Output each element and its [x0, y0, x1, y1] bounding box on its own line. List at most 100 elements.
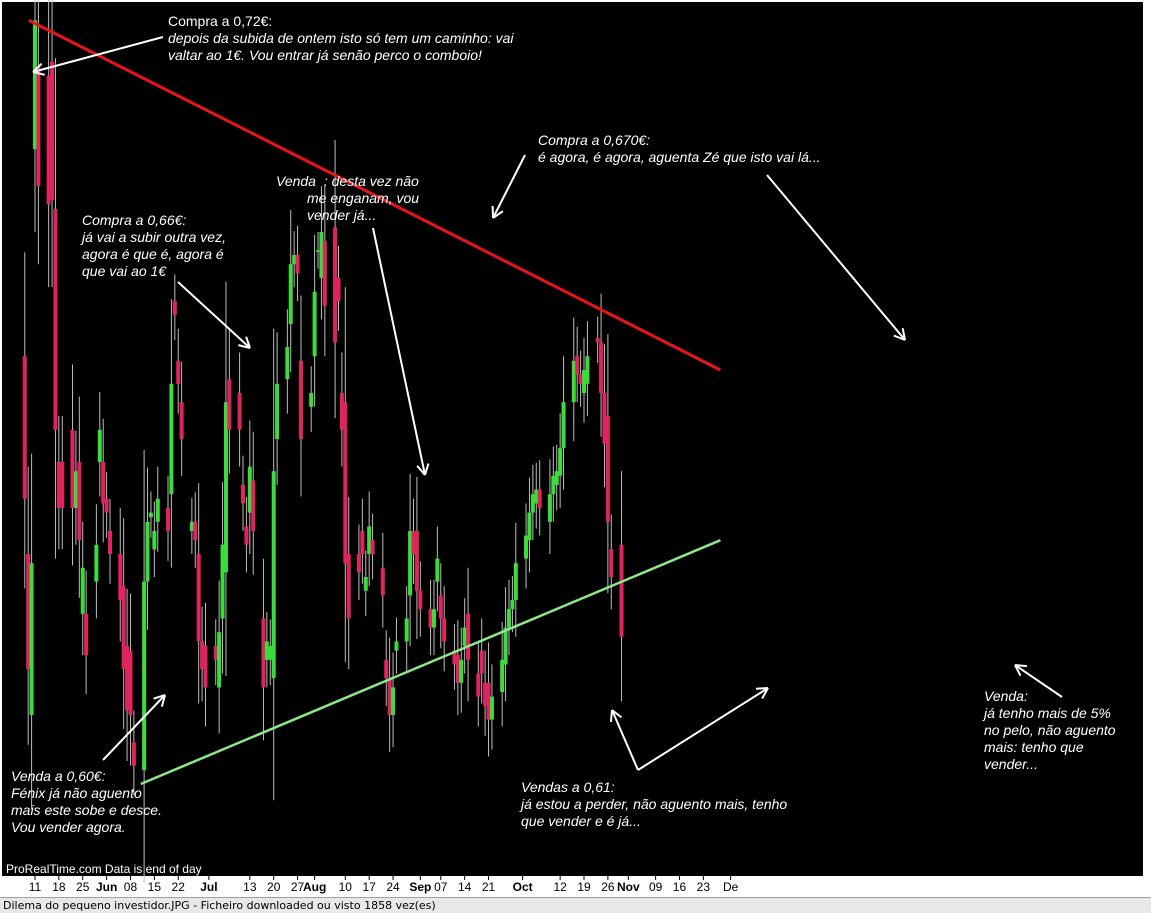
annotation-line: Vou vender agora.	[11, 819, 126, 835]
candle-down	[605, 416, 610, 522]
x-tick-label: 24	[386, 880, 400, 894]
arrow-compra-072-head	[32, 71, 45, 76]
candle-up	[534, 489, 539, 504]
annotation-line: mais este sobe e desce.	[11, 802, 162, 818]
candle-up	[561, 402, 566, 449]
candle-down	[418, 590, 423, 610]
candle-down	[22, 356, 27, 499]
candle-down	[193, 521, 198, 541]
candle-up	[152, 531, 157, 550]
candle-up	[435, 558, 440, 582]
candle-up	[462, 627, 467, 646]
annotation-line: : desta vez não	[323, 173, 419, 189]
candle-up	[554, 471, 559, 485]
candle-down	[241, 485, 246, 504]
candle-up	[271, 471, 276, 679]
candle-down	[333, 227, 338, 343]
candle-down	[595, 337, 600, 343]
candle-down	[46, 75, 51, 205]
candle-down	[213, 646, 218, 660]
x-tick-label: De	[723, 880, 739, 894]
candle-down	[370, 540, 375, 554]
arrow-compra-072	[32, 36, 164, 73]
x-tick-label: 18	[52, 880, 66, 894]
annotation-title: Venda:	[984, 688, 1028, 704]
annotation-line: vender já...	[307, 207, 377, 223]
candle-up	[524, 535, 529, 559]
candle-up	[527, 512, 532, 541]
candle-up	[220, 544, 225, 619]
x-tick-label: 26	[601, 880, 615, 894]
annotation-line: vender...	[984, 756, 1038, 772]
candle-up	[571, 360, 576, 403]
x-tick-label: Sep	[409, 880, 431, 894]
candle-up	[367, 526, 372, 554]
annotation-line: depois da subida de ontem isto só tem um…	[168, 30, 514, 46]
candle-up	[29, 563, 34, 715]
candle-down	[575, 356, 580, 375]
arrow-compra-066	[177, 281, 251, 349]
candle-up	[312, 291, 317, 357]
candle-down	[476, 673, 481, 697]
data-source-label: ProRealTime.com Data is end of day	[6, 862, 202, 876]
arrow-venda-060	[102, 694, 166, 761]
arrow-compra-0670	[492, 154, 526, 219]
candle-down	[261, 618, 266, 688]
candle-up	[489, 696, 494, 720]
annotation-line: Fénix já não aguento	[11, 785, 142, 801]
x-tick-label: 08	[124, 880, 138, 894]
x-tick-label: 21	[482, 880, 496, 894]
annotation-title: Compra a 0,66€:	[82, 212, 187, 228]
candle-up	[513, 563, 518, 600]
candle-down	[53, 209, 58, 430]
candle-down	[599, 342, 604, 393]
annotation-title: Venda a 0,60€:	[11, 768, 106, 784]
arrow-vendas-061-b-head	[755, 687, 769, 690]
candle-down	[346, 554, 351, 619]
candle-up	[500, 659, 505, 692]
candle-up	[503, 627, 508, 665]
x-tick-label: Aug	[303, 880, 326, 894]
arrow-compra-066-head	[245, 336, 251, 349]
candle-up	[319, 232, 324, 278]
candle-down	[295, 255, 300, 274]
candle-down	[578, 374, 583, 384]
candle-down	[479, 650, 484, 674]
x-tick-label: 15	[148, 880, 162, 894]
candle-up	[391, 687, 396, 715]
candle-up	[459, 659, 464, 683]
annotation-line: já vai a subir outra vez,	[82, 229, 226, 245]
candle-down	[244, 526, 249, 545]
candle-down	[455, 655, 460, 683]
candle-up	[404, 618, 409, 642]
annotation-line: no pelo, não aguento	[984, 722, 1116, 738]
candle-up	[551, 475, 556, 495]
annotation-title: Compra a 0,72€:	[168, 13, 273, 29]
annotation-venda-desta-vez: Venda : desta vez não me enganam, vou ve…	[276, 173, 419, 224]
annotation-title: Compra a 0,670€:	[538, 132, 651, 148]
candle-down	[237, 393, 242, 430]
annotation-line: que vai ao 1€	[82, 263, 167, 279]
x-tick-label: 25	[76, 880, 90, 894]
candle-down	[26, 554, 31, 669]
candle-up	[80, 567, 85, 614]
candle-up	[582, 370, 587, 393]
candle-up	[148, 512, 153, 518]
annotation-compra-066: Compra a 0,66€: já vai a subir outra vez…	[82, 212, 226, 280]
arrow-compra-0670-b-head	[901, 328, 906, 341]
candle-down	[339, 393, 344, 430]
candle-up	[309, 393, 314, 407]
candle-down	[442, 618, 447, 642]
x-tick-label: 19	[577, 880, 591, 894]
x-tick-label: 27	[291, 880, 305, 894]
candle-up	[189, 521, 194, 531]
candle-down	[196, 554, 201, 642]
candle-up	[394, 641, 399, 651]
arrow-venda-5pct-head	[1014, 664, 1028, 668]
candle-up	[247, 466, 252, 513]
arrow-venda-060-head	[160, 694, 166, 707]
candle-up	[530, 494, 535, 513]
candle-down	[438, 595, 443, 619]
annotation-venda-5pct: Venda: já tenho mais de 5% no pelo, não …	[984, 688, 1116, 773]
candle-down	[380, 567, 385, 596]
